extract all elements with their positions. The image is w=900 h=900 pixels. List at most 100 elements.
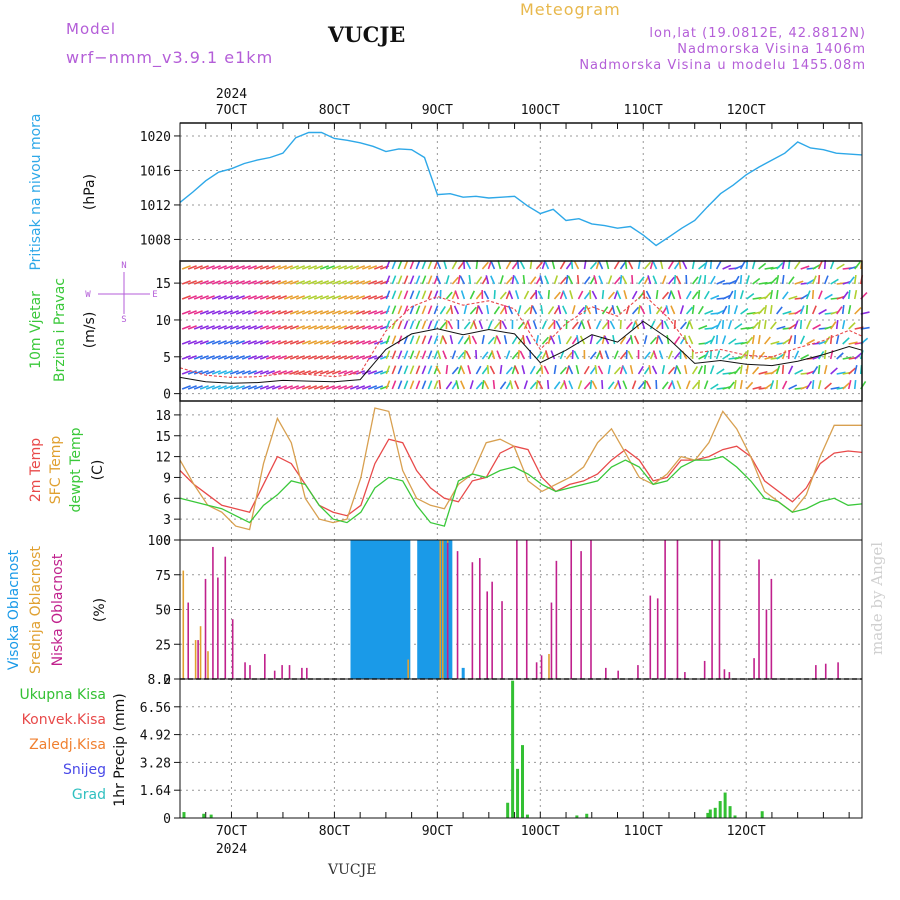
wind-arrow bbox=[523, 380, 529, 390]
wind-arrow bbox=[514, 380, 520, 390]
cloud_low-bar bbox=[197, 640, 199, 679]
wind-arrow bbox=[511, 274, 515, 285]
wind-arrow bbox=[463, 305, 468, 315]
wind-arrow bbox=[670, 305, 676, 315]
wind-arrow bbox=[368, 370, 378, 375]
wind-arrow bbox=[307, 280, 317, 285]
precip-bar bbox=[723, 792, 727, 818]
wind-arrow bbox=[704, 309, 714, 315]
wind-arrow bbox=[193, 370, 203, 375]
wind-arrow bbox=[325, 355, 335, 360]
wind-arrow bbox=[800, 354, 810, 360]
wind-arrow bbox=[691, 365, 699, 375]
wind-arrow bbox=[493, 321, 501, 330]
wind-arrow bbox=[313, 370, 323, 375]
wind-arrow bbox=[229, 265, 239, 270]
precip-legend-4: Grad bbox=[72, 787, 106, 803]
wind-arrow bbox=[625, 321, 633, 330]
wind-arrow bbox=[842, 382, 850, 390]
wind-arrow bbox=[475, 305, 480, 315]
wind-arrow bbox=[537, 380, 544, 390]
wind-arrow bbox=[385, 260, 391, 270]
ytick-label: 1.64 bbox=[140, 784, 171, 799]
wind-arrow bbox=[583, 381, 591, 390]
wind-arrow bbox=[223, 280, 233, 285]
wind-arrow bbox=[781, 274, 785, 285]
wind-arrow bbox=[562, 290, 568, 300]
wind-arrow bbox=[241, 355, 251, 360]
wind-arrow bbox=[546, 379, 550, 390]
wind-arrow bbox=[764, 383, 773, 390]
wind-arrow bbox=[205, 370, 215, 375]
wind-arrow bbox=[673, 261, 681, 270]
wind-arrow bbox=[499, 381, 507, 390]
wind-arrow bbox=[499, 364, 503, 375]
wind-arrow bbox=[697, 379, 701, 390]
wind-arrow bbox=[374, 265, 384, 270]
wind-arrow bbox=[829, 260, 835, 270]
wind-arrow bbox=[253, 265, 263, 270]
wind-arrow bbox=[847, 380, 852, 390]
wind-arrow bbox=[445, 381, 453, 390]
wind-arrow bbox=[841, 320, 846, 330]
precip-bar bbox=[728, 806, 732, 818]
wind-arrow bbox=[598, 350, 604, 360]
wind-arrow bbox=[265, 295, 275, 300]
wind-arrow bbox=[591, 290, 598, 300]
wind-arrow bbox=[794, 280, 804, 285]
wind-arrow bbox=[455, 380, 460, 390]
wind-arrow bbox=[427, 260, 433, 270]
wind-arrow bbox=[651, 365, 658, 375]
wind-arrow bbox=[497, 260, 502, 270]
temp-ylabel-1: SFC Temp bbox=[48, 436, 64, 505]
wind-arrow bbox=[649, 336, 658, 345]
cloud_low-bar bbox=[684, 672, 686, 679]
wind-arrow bbox=[697, 305, 704, 315]
wind-arrow bbox=[589, 351, 597, 360]
compass-north: N bbox=[121, 261, 126, 271]
wind-arrow bbox=[601, 379, 604, 390]
wind-arrow bbox=[661, 381, 669, 390]
wind-arrow bbox=[199, 280, 209, 285]
wind-arrow bbox=[289, 265, 299, 270]
cloud_high-bar bbox=[429, 540, 433, 679]
wind-arrow bbox=[356, 265, 366, 270]
wind-arrow bbox=[397, 290, 403, 300]
wind-arrow bbox=[553, 291, 561, 300]
wind-arrow bbox=[667, 276, 675, 285]
wind-arrow bbox=[805, 290, 811, 300]
cloud_high-bar bbox=[399, 540, 403, 679]
wind-arrow bbox=[540, 364, 544, 375]
wind-arrow bbox=[277, 310, 287, 315]
wind-arrow bbox=[211, 295, 221, 300]
wind-arrow bbox=[271, 370, 281, 375]
wind-arrow bbox=[794, 369, 804, 375]
wind-arrow bbox=[211, 325, 221, 330]
wind-arrow bbox=[607, 275, 613, 285]
wind-arrow bbox=[307, 370, 317, 375]
wind-arrow bbox=[391, 305, 397, 315]
wind-arrow bbox=[187, 340, 197, 345]
temp-ylabel-2: dewpt Temp bbox=[68, 427, 84, 512]
wind-arrow bbox=[241, 295, 251, 300]
wind-arrow bbox=[529, 291, 537, 300]
wind-arrow bbox=[415, 335, 421, 345]
cloud_high-bar bbox=[367, 540, 371, 679]
wind-arrow bbox=[577, 380, 583, 390]
cloud_low-bar bbox=[231, 619, 234, 679]
precip-bar bbox=[511, 680, 515, 818]
wind-arrow bbox=[217, 370, 227, 375]
wind-arrow bbox=[652, 260, 658, 270]
wind-arrow bbox=[368, 325, 378, 330]
wind-arrow bbox=[247, 325, 257, 330]
wind-arrow bbox=[421, 320, 427, 330]
wind-arrow bbox=[758, 262, 767, 270]
cloud_high-bar bbox=[372, 540, 376, 679]
cloud_mid-bar bbox=[548, 653, 550, 679]
wind-arrow bbox=[331, 385, 341, 390]
wind-arrow bbox=[235, 325, 245, 330]
wind-arrow bbox=[362, 310, 372, 315]
wind-arrow bbox=[746, 336, 754, 345]
cloud_high-bar bbox=[427, 540, 431, 679]
wind-arrow bbox=[800, 293, 809, 300]
